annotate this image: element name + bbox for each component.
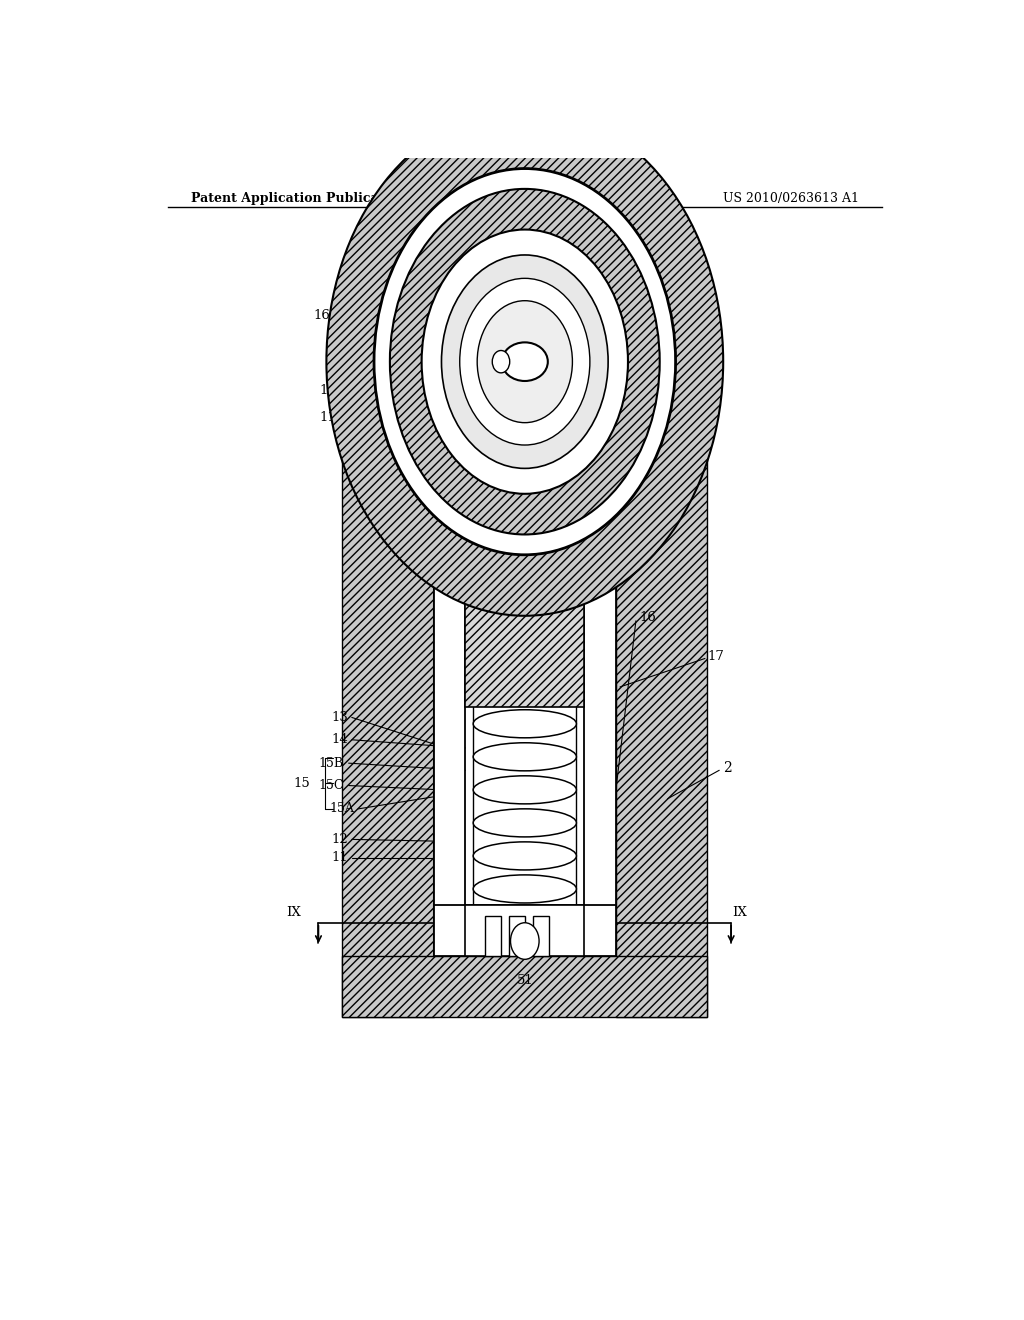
Circle shape: [390, 189, 659, 535]
Circle shape: [493, 351, 510, 372]
Circle shape: [511, 923, 539, 960]
Ellipse shape: [473, 710, 577, 738]
Text: 2: 2: [723, 762, 732, 775]
Circle shape: [327, 108, 723, 615]
Polygon shape: [509, 916, 524, 956]
Polygon shape: [465, 519, 585, 708]
Ellipse shape: [473, 743, 577, 771]
Ellipse shape: [473, 776, 577, 804]
Polygon shape: [465, 906, 585, 956]
Text: IX: IX: [287, 906, 301, 919]
Polygon shape: [469, 293, 581, 342]
Text: 16: 16: [640, 611, 656, 624]
Text: 14: 14: [332, 734, 348, 746]
Ellipse shape: [502, 342, 548, 381]
Polygon shape: [342, 956, 708, 1018]
Polygon shape: [489, 342, 560, 378]
Polygon shape: [433, 906, 616, 956]
Circle shape: [374, 169, 676, 554]
Polygon shape: [532, 916, 549, 956]
Text: 17: 17: [662, 296, 678, 309]
Text: 15: 15: [294, 777, 310, 789]
Circle shape: [422, 230, 628, 494]
Polygon shape: [433, 519, 465, 956]
Polygon shape: [433, 474, 616, 519]
Text: Fig.9: Fig.9: [493, 545, 557, 568]
Circle shape: [477, 301, 572, 422]
Text: 12: 12: [332, 833, 348, 846]
Text: 15A: 15A: [330, 803, 354, 816]
Ellipse shape: [473, 809, 577, 837]
Text: 51: 51: [516, 974, 534, 986]
Polygon shape: [485, 916, 501, 956]
Text: 51: 51: [680, 358, 696, 370]
Text: Patent Application Publication: Patent Application Publication: [191, 191, 407, 205]
Polygon shape: [489, 433, 560, 474]
Text: Oct. 21, 2010  Sheet 6 of 9: Oct. 21, 2010 Sheet 6 of 9: [376, 191, 547, 205]
Circle shape: [460, 279, 590, 445]
Ellipse shape: [473, 875, 577, 903]
Text: 11: 11: [332, 851, 348, 865]
Polygon shape: [585, 474, 616, 504]
Text: 17: 17: [708, 649, 724, 663]
Text: US 2010/0263613 A1: US 2010/0263613 A1: [723, 191, 859, 205]
Ellipse shape: [473, 842, 577, 870]
Text: 2: 2: [701, 408, 710, 421]
Polygon shape: [433, 474, 465, 504]
Text: 15B: 15B: [318, 756, 344, 770]
Text: 12: 12: [319, 384, 336, 396]
Polygon shape: [342, 285, 433, 1018]
Text: 16: 16: [313, 309, 331, 322]
Text: 13: 13: [332, 711, 348, 723]
Polygon shape: [616, 285, 708, 1018]
Text: 15C: 15C: [318, 779, 344, 792]
Text: IX: IX: [733, 906, 748, 919]
Polygon shape: [433, 285, 616, 956]
Text: 11: 11: [319, 411, 336, 424]
Polygon shape: [473, 378, 577, 433]
Polygon shape: [585, 519, 616, 956]
Text: Fig.8: Fig.8: [493, 235, 557, 257]
Circle shape: [441, 255, 608, 469]
